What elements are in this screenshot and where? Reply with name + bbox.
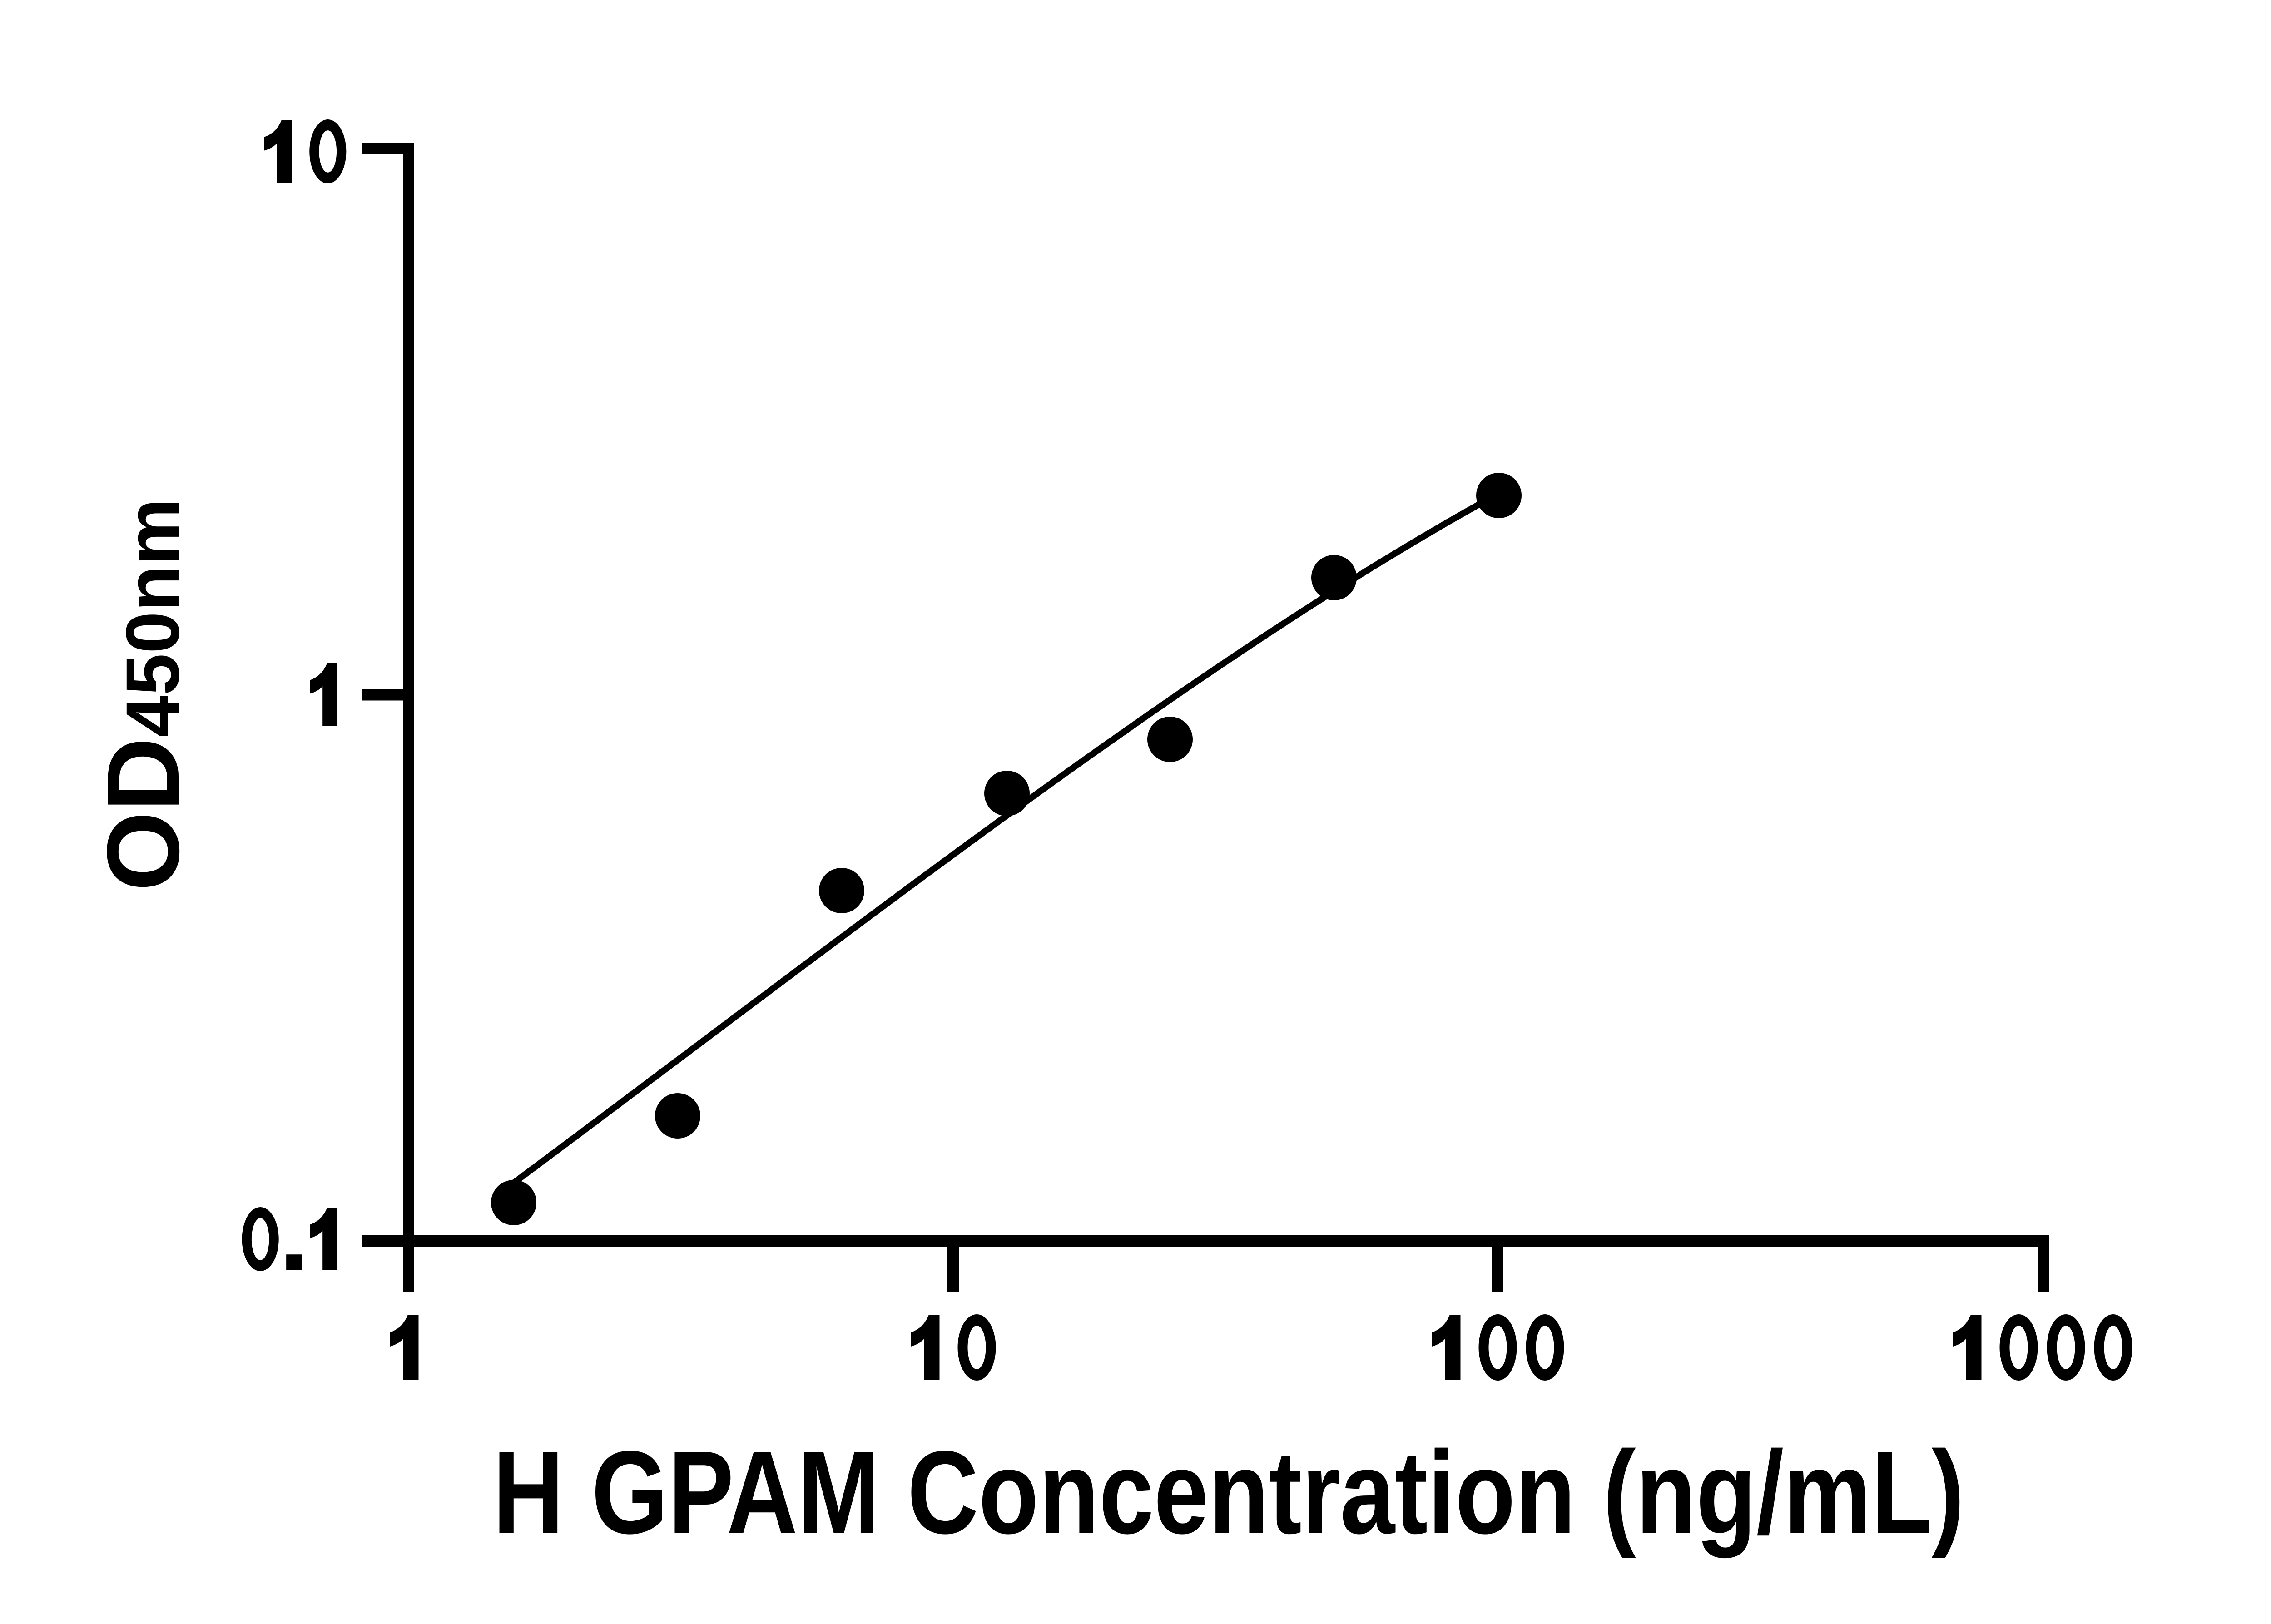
svg-text:H GPAM Concentration (ng/mL): H GPAM Concentration (ng/mL) [493,1427,1964,1559]
svg-text:OD450nm: OD450nm [85,499,200,891]
